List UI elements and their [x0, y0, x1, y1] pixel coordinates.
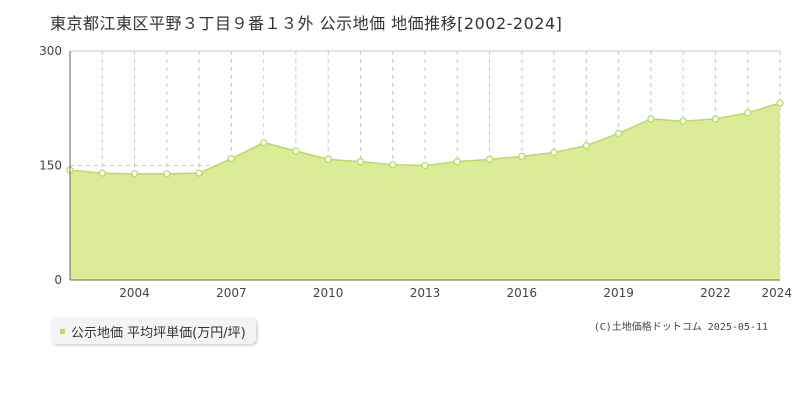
data-point: [550, 148, 558, 157]
data-point: [130, 170, 139, 178]
x-tick-label: 2007: [216, 286, 247, 300]
x-tick-label: 2022: [700, 286, 731, 300]
data-point: [389, 161, 397, 169]
data-point: [259, 138, 268, 147]
data-point: [227, 154, 236, 163]
data-point: [614, 129, 623, 138]
data-point: [776, 99, 784, 107]
x-tick-label: 2010: [313, 286, 344, 300]
data-point: [744, 109, 752, 117]
data-point: [292, 147, 300, 155]
data-point: [98, 169, 106, 177]
data-point: [647, 115, 655, 123]
y-tick-label: 300: [39, 44, 62, 58]
data-point: [421, 161, 429, 170]
chart-title: 東京都江東区平野３丁目９番１３外 公示地価 地価推移[2002-2024]: [50, 14, 563, 33]
y-tick-label: 150: [39, 159, 62, 173]
x-tick-label: 2013: [410, 286, 441, 300]
y-tick-label: 0: [54, 273, 62, 287]
data-point: [518, 152, 526, 160]
data-point: [453, 158, 461, 166]
data-point: [356, 158, 365, 166]
x-tick-label: 2004: [119, 286, 150, 300]
legend: 公示地価 平均坪単価(万円/坪): [52, 318, 256, 344]
data-point: [195, 169, 203, 177]
legend-marker: [60, 328, 65, 334]
x-tick-label: 2019: [603, 286, 634, 300]
price-area: [70, 102, 780, 280]
data-point: [324, 155, 332, 164]
x-tick-label: 2016: [507, 286, 538, 300]
copyright-text: (C)土地価格ドットコム 2025-05-11: [593, 322, 768, 333]
data-point: [485, 155, 494, 164]
data-point: [582, 142, 591, 150]
data-point: [711, 115, 720, 123]
x-tick-label: 2024: [761, 286, 792, 300]
data-points: [66, 99, 784, 178]
axes: 0 150 300 2004 2007 2010 2013 2016 2019 2022 2024: [39, 44, 792, 300]
legend-label: 公示地価 平均坪単価(万円/坪): [71, 325, 246, 341]
data-point: [679, 117, 687, 125]
data-point: [163, 170, 171, 178]
